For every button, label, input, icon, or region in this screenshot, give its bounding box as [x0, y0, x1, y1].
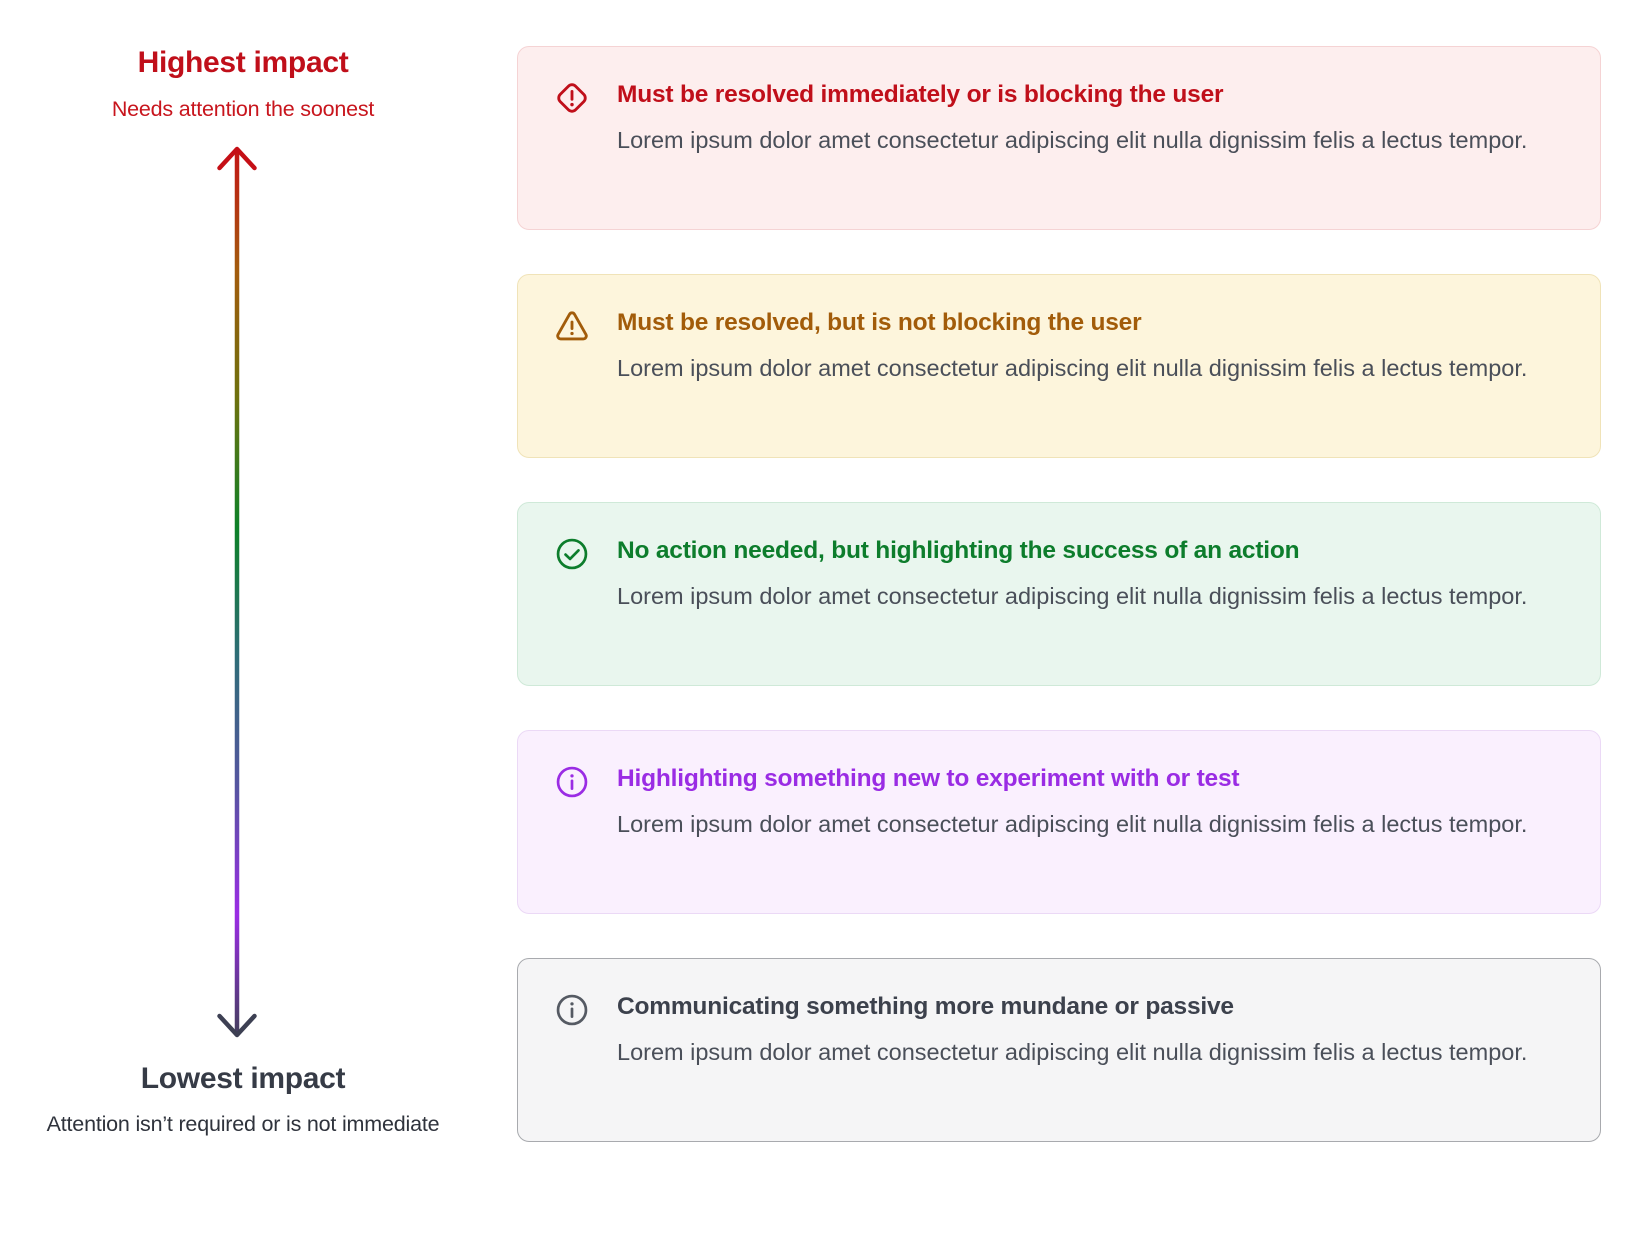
card-title: Communicating something more mundane or …: [617, 993, 1234, 1020]
card-body: Lorem ipsum dolor amet consectetur adipi…: [617, 355, 1528, 381]
card-body: Lorem ipsum dolor amet consectetur adipi…: [617, 127, 1528, 153]
alert-diamond-icon: [554, 80, 590, 116]
lowest-impact-title: Lowest impact: [140, 1062, 346, 1095]
alert-card-critical: Must be resolved immediately or is block…: [517, 46, 1601, 230]
highest-impact-title: Highest impact: [137, 46, 349, 79]
lowest-impact-subtitle: Attention isn’t required or is not immed…: [46, 1112, 440, 1136]
card-content: Communicating something more mundane or …: [617, 989, 1527, 1071]
alert-triangle-icon: [554, 308, 590, 344]
card-body: Lorem ipsum dolor amet consectetur adipi…: [617, 811, 1528, 837]
card-content: Must be resolved immediately or is block…: [617, 77, 1527, 159]
alert-card-new: Highlighting something new to experiment…: [517, 730, 1601, 914]
card-title: Must be resolved immediately or is block…: [617, 81, 1224, 108]
card-body: Lorem ipsum dolor amet consectetur adipi…: [617, 1039, 1528, 1065]
card-title: Highlighting something new to experiment…: [617, 765, 1240, 792]
alert-cards-column: Must be resolved immediately or is block…: [517, 46, 1601, 1142]
check-circle-icon: [554, 536, 590, 572]
highest-impact-subtitle: Needs attention the soonest: [111, 97, 375, 121]
alert-card-neutral: Communicating something more mundane or …: [517, 958, 1601, 1142]
card-title: No action needed, but highlighting the s…: [617, 537, 1300, 564]
card-content: Must be resolved, but is not blocking th…: [617, 305, 1527, 387]
info-circle-icon: [554, 992, 590, 1028]
info-circle-icon: [554, 764, 590, 800]
card-title: Must be resolved, but is not blocking th…: [617, 309, 1142, 336]
impact-gradient-arrow-icon: [217, 146, 257, 1038]
card-content: Highlighting something new to experiment…: [617, 761, 1527, 843]
alert-card-success: No action needed, but highlighting the s…: [517, 502, 1601, 686]
card-body: Lorem ipsum dolor amet consectetur adipi…: [617, 583, 1528, 609]
alert-card-warning: Must be resolved, but is not blocking th…: [517, 274, 1601, 458]
card-content: No action needed, but highlighting the s…: [617, 533, 1527, 615]
